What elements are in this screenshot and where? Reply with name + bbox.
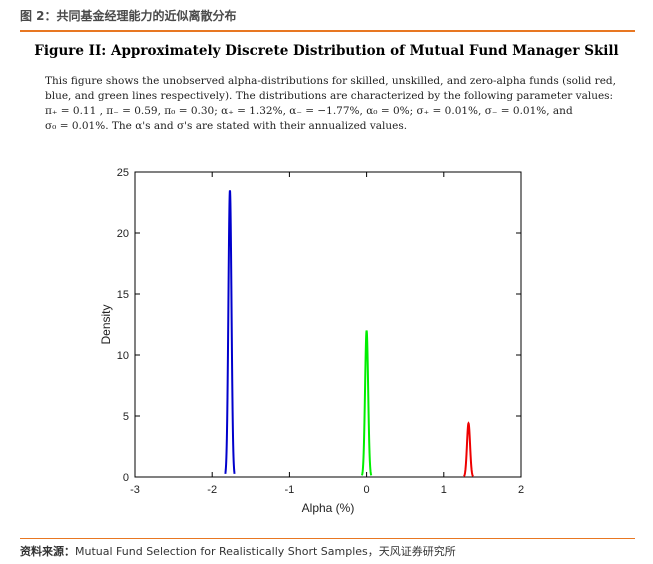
top-divider xyxy=(20,30,635,32)
caption-line: π₊ = 0.11 , π₋ = 0.59, π₀ = 0.30; α₊ = 1… xyxy=(45,105,573,117)
density-series xyxy=(463,421,474,478)
figure-title: Figure II: Approximately Discrete Distri… xyxy=(34,43,619,59)
source-text: Mutual Fund Selection for Realistically … xyxy=(75,545,456,558)
source-label: 资料来源： xyxy=(20,545,75,558)
caption-line: σ₀ = 0.01%. The α's and σ's are stated w… xyxy=(45,120,408,132)
header-title: 图 2：共同基金经理能力的近似离散分布 xyxy=(20,9,237,23)
x-tick-label: -2 xyxy=(207,484,217,496)
x-tick-label: -1 xyxy=(285,484,295,496)
x-tick-label: -3 xyxy=(130,484,140,496)
x-tick-label: 1 xyxy=(441,484,447,496)
source-note: 资料来源：Mutual Fund Selection for Realistic… xyxy=(20,543,456,559)
plot-frame xyxy=(134,171,522,478)
density-series xyxy=(361,330,373,476)
x-tick-label: 0 xyxy=(364,484,370,496)
x-tick-label: 2 xyxy=(518,484,524,496)
density-series xyxy=(224,190,236,474)
y-tick-label: 10 xyxy=(117,350,129,362)
y-tick-label: 15 xyxy=(117,289,129,301)
figure-caption: This figure shows the unobserved alpha-d… xyxy=(45,74,616,134)
caption-line: blue, and green lines respectively). The… xyxy=(45,90,614,102)
y-axis-label: Density xyxy=(99,304,113,344)
y-tick-label: 25 xyxy=(117,167,129,179)
caption-line: This figure shows the unobserved alpha-d… xyxy=(45,75,616,87)
x-axis-label: Alpha (%) xyxy=(302,501,355,515)
y-tick-label: 20 xyxy=(117,228,129,240)
y-tick-label: 0 xyxy=(123,472,129,484)
y-tick-label: 5 xyxy=(123,411,129,423)
bottom-divider xyxy=(20,538,635,539)
